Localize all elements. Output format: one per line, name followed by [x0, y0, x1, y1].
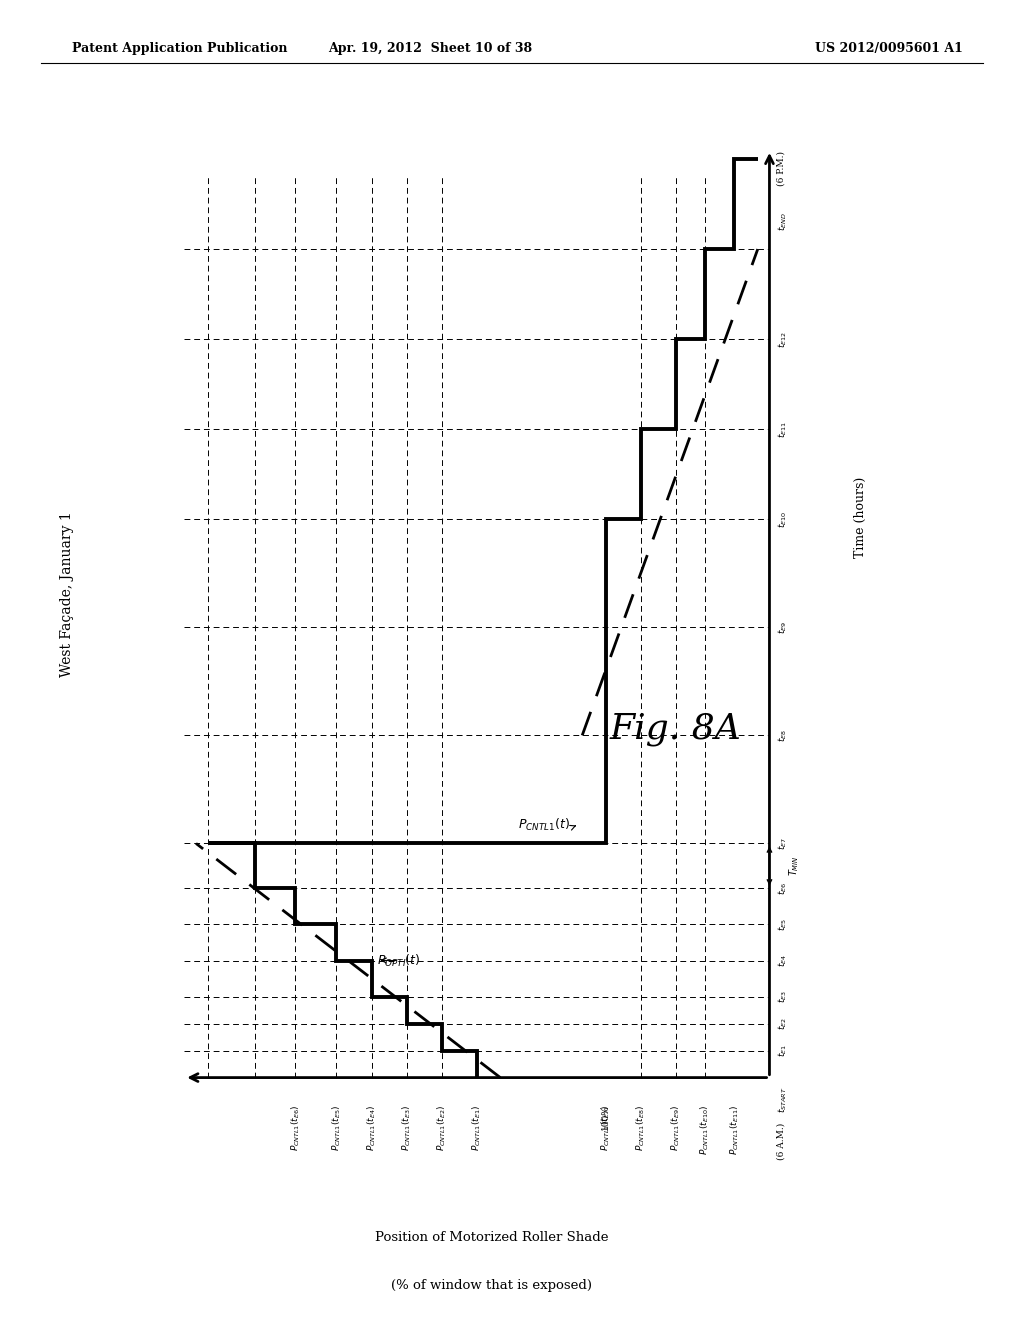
Text: $P_{CNTL1}(t_{E8})$: $P_{CNTL1}(t_{E8})$ — [635, 1105, 647, 1151]
Text: $t_{E8}$: $t_{E8}$ — [776, 729, 788, 742]
Text: $t_{E11}$: $t_{E11}$ — [776, 421, 788, 438]
Text: $P_{CNTL1}(t_{E9})$: $P_{CNTL1}(t_{E9})$ — [670, 1105, 682, 1151]
Text: $P_{CNTL1}(t)$: $P_{CNTL1}(t)$ — [518, 817, 575, 833]
Text: $t_{END}$: $t_{END}$ — [776, 213, 788, 231]
Text: Patent Application Publication: Patent Application Publication — [72, 42, 287, 55]
Text: $t_{START}$: $t_{START}$ — [776, 1086, 788, 1113]
Text: Time (hours): Time (hours) — [854, 477, 866, 558]
Text: $P_{CNTL1}(t_{E3})$: $P_{CNTL1}(t_{E3})$ — [400, 1105, 413, 1151]
Text: Position of Motorized Roller Shade: Position of Motorized Roller Shade — [375, 1230, 608, 1243]
Text: $t_{E7}$: $t_{E7}$ — [776, 837, 788, 850]
Text: $P_{CNTL1}(t_{E6})$: $P_{CNTL1}(t_{E6})$ — [289, 1105, 302, 1151]
Text: $t_{E5}$: $t_{E5}$ — [776, 917, 788, 931]
Text: $t_{E10}$: $t_{E10}$ — [776, 511, 788, 528]
Text: $P_{CNTL1}(t_{E4})$: $P_{CNTL1}(t_{E4})$ — [366, 1105, 378, 1151]
Text: Fig. 8A: Fig. 8A — [610, 713, 741, 746]
Text: (% of window that is exposed): (% of window that is exposed) — [391, 1279, 592, 1292]
Text: $P_{CNTL1}(t_{E1})$: $P_{CNTL1}(t_{E1})$ — [471, 1105, 483, 1151]
Text: (6 P.M.): (6 P.M.) — [776, 150, 785, 186]
Text: $P_{CNTL1}(t_{E10})$: $P_{CNTL1}(t_{E10})$ — [698, 1105, 712, 1155]
Text: US 2012/0095601 A1: US 2012/0095601 A1 — [815, 42, 963, 55]
Text: $t_{E1}$: $t_{E1}$ — [776, 1044, 788, 1057]
Text: $t_{E3}$: $t_{E3}$ — [776, 990, 788, 1003]
Text: $P_{OPTI}(t)$: $P_{OPTI}(t)$ — [378, 953, 421, 969]
Text: $t_{E9}$: $t_{E9}$ — [776, 620, 788, 634]
Text: $t_{E4}$: $t_{E4}$ — [776, 954, 788, 968]
Text: $P_{CNTL1}(t_{E2})$: $P_{CNTL1}(t_{E2})$ — [435, 1105, 449, 1151]
Text: West Façade, January 1: West Façade, January 1 — [59, 511, 74, 677]
Text: $P_{CNTL1}(t_{E5})$: $P_{CNTL1}(t_{E5})$ — [330, 1105, 343, 1151]
Text: 100%: 100% — [601, 1105, 610, 1130]
Text: $t_{E12}$: $t_{E12}$ — [776, 331, 788, 347]
Text: (6 A.M.): (6 A.M.) — [776, 1122, 785, 1160]
Text: $P_{CNTL1}(t_{E7})$: $P_{CNTL1}(t_{E7})$ — [599, 1105, 612, 1151]
Text: $t_{E6}$: $t_{E6}$ — [776, 882, 788, 895]
Text: Apr. 19, 2012  Sheet 10 of 38: Apr. 19, 2012 Sheet 10 of 38 — [328, 42, 532, 55]
Text: $T_{MIN}$: $T_{MIN}$ — [787, 855, 801, 876]
Text: $t_{E2}$: $t_{E2}$ — [776, 1018, 788, 1030]
Text: $P_{CNTL1}(t_{E11})$: $P_{CNTL1}(t_{E11})$ — [728, 1105, 740, 1155]
